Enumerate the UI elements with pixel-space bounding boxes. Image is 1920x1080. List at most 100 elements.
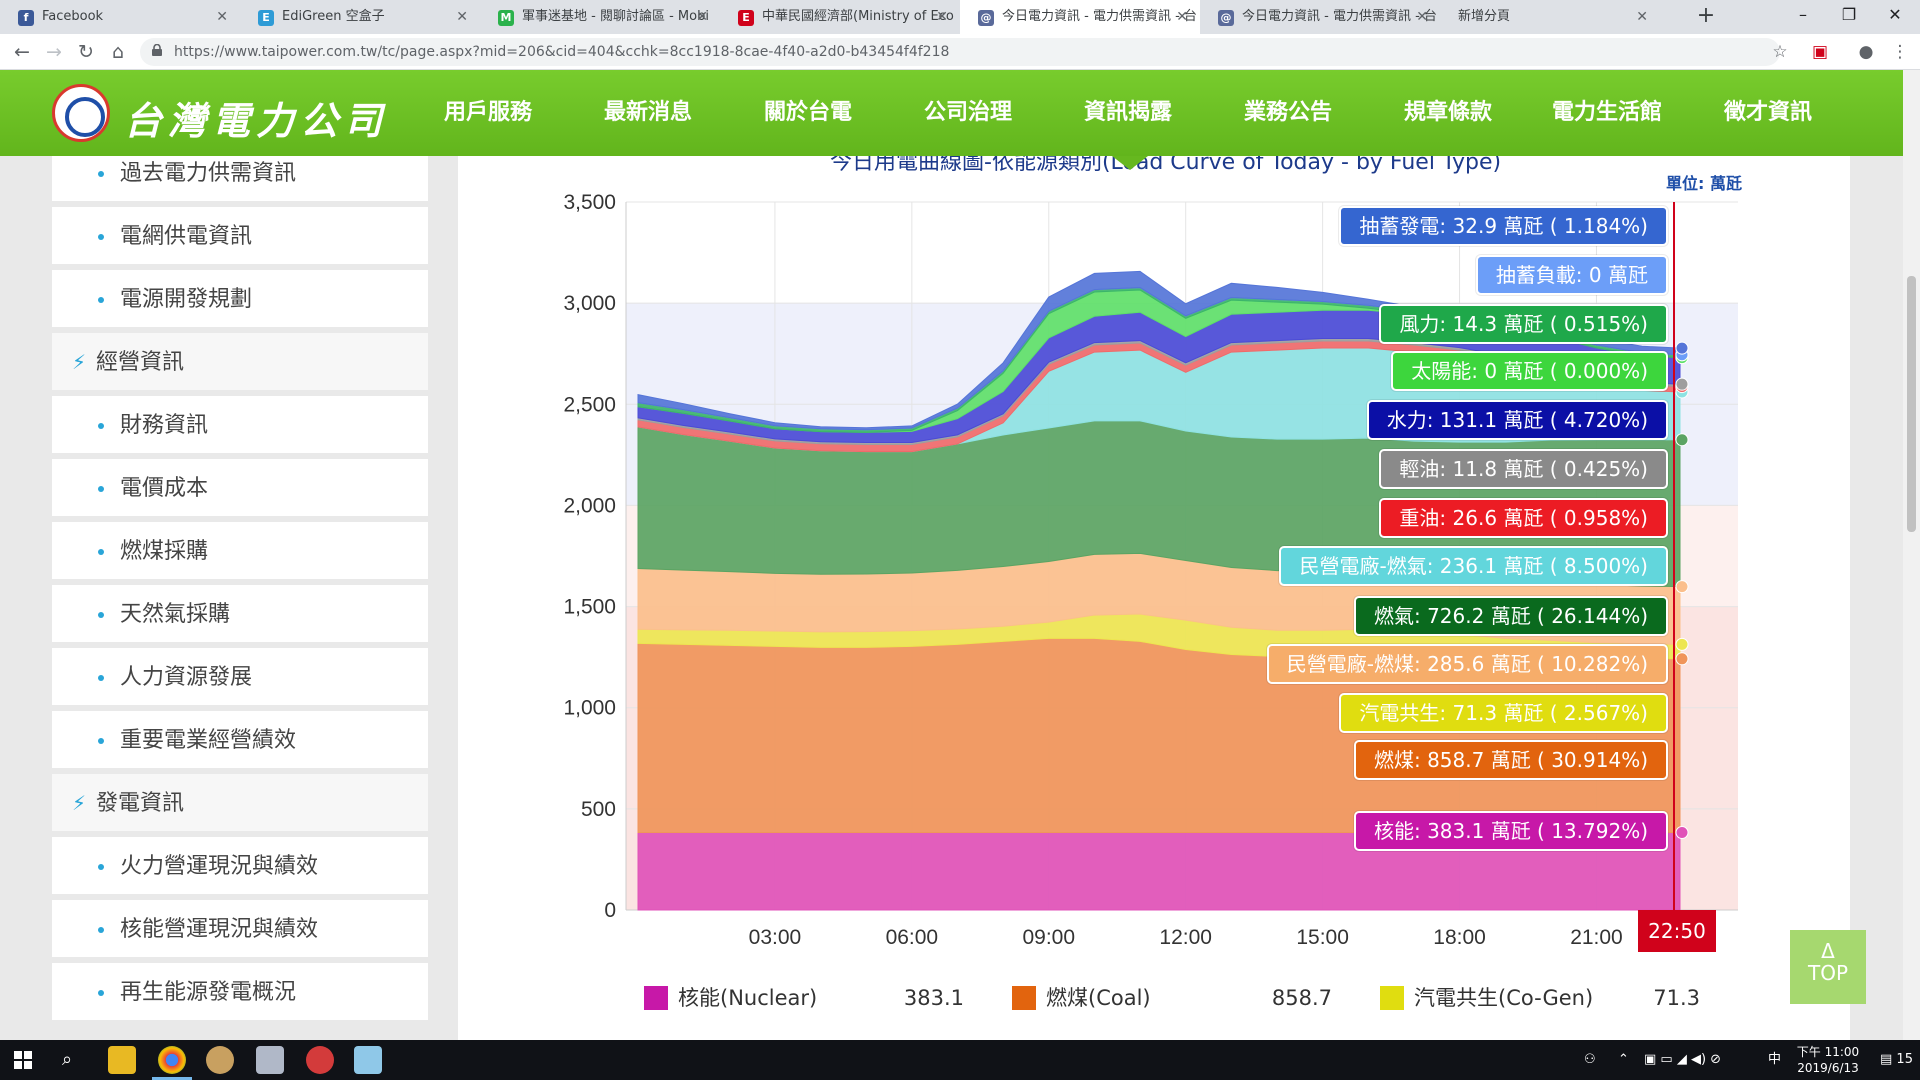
address-bar[interactable]: https://www.taipower.com.tw/tc/page.aspx… [140, 38, 1780, 66]
tab-title: Facebook [42, 9, 104, 24]
bullet-icon [98, 990, 104, 996]
forward-icon[interactable]: → [46, 41, 62, 63]
chart-legend: 核能(Nuclear) 383.1 燃煤(Coal) 858.7 汽電共生(Co-Gen… [644, 982, 1774, 1040]
legend-item[interactable]: 汽電共生(Co-Gen) 71.3 [1380, 982, 1730, 1012]
windows-start-icon[interactable] [14, 1051, 32, 1069]
tab-close-icon[interactable]: ✕ [696, 9, 708, 25]
extension-icon[interactable]: ▣ [1811, 42, 1829, 62]
back-to-top-button[interactable]: Δ TOP [1790, 930, 1866, 1004]
home-icon[interactable]: ⌂ [111, 41, 125, 63]
clock-time: 下午 11:00 [1796, 1045, 1860, 1059]
sidebar-category[interactable]: ⚡ 發電資訊 [52, 774, 428, 834]
browser-tab[interactable]: 新增分頁 ✕ [1440, 0, 1660, 34]
legend-item[interactable]: 核能(Nuclear) 383.1 [644, 982, 994, 1012]
back-icon[interactable]: ← [14, 41, 30, 63]
series-tooltip: 燃氣: 726.2 萬瓩 ( 26.144%) [1353, 596, 1668, 636]
url-text: https://www.taipower.com.tw/tc/page.aspx… [174, 44, 950, 60]
browser-tab[interactable]: @ 今日電力資訊 - 電力供需資訊 - 台 ✕ [960, 0, 1200, 34]
file-explorer-icon[interactable] [108, 1046, 136, 1074]
tab-close-icon[interactable]: ✕ [216, 9, 228, 25]
sidebar-link[interactable]: 核能營運現況與績效 [52, 900, 428, 960]
legend-value: 858.7 [1271, 986, 1332, 1010]
ime-icon[interactable]: 中 [1768, 1052, 1782, 1067]
sidebar-link[interactable]: 過去電力供需資訊 [52, 156, 428, 204]
sidebar-link[interactable]: 電價成本 [52, 459, 428, 519]
tab-favicon-icon: M [498, 10, 514, 26]
minimize-button[interactable]: – [1799, 5, 1807, 24]
series-end-marker [1675, 377, 1689, 391]
browser-tab[interactable]: E EdiGreen 空盒子 ✕ [240, 0, 480, 34]
legend-value: 71.3 [1653, 986, 1700, 1010]
browser-tab[interactable]: f Facebook ✕ [0, 0, 240, 34]
tab-close-icon[interactable]: ✕ [1416, 9, 1428, 25]
sidebar-link[interactable]: 人力資源發展 [52, 648, 428, 708]
series-tooltip: 民營電廠-燃煤: 285.6 萬瓩 ( 10.282%) [1266, 644, 1668, 684]
browser-tab[interactable]: M 軍事迷基地 - 閱聊討論區 - Mobi ✕ [480, 0, 720, 34]
sidebar-link[interactable]: 電源開發規劃 [52, 270, 428, 330]
bullet-icon [98, 486, 104, 492]
browser-tab[interactable]: @ 今日電力資訊 - 電力供需資訊 - 台 ✕ [1200, 0, 1440, 34]
app-cloud-icon[interactable] [256, 1046, 284, 1074]
legend-swatch [1012, 986, 1036, 1010]
taipower-logo-icon[interactable] [52, 84, 110, 142]
reload-icon[interactable]: ↻ [78, 41, 94, 63]
new-tab-button[interactable]: + [1696, 3, 1716, 28]
nav-item[interactable]: 業務公告 [1244, 100, 1333, 125]
nav-item[interactable]: 電力生活館 [1552, 100, 1663, 125]
series-tooltip: 燃煤: 858.7 萬瓩 ( 30.914%) [1353, 740, 1668, 780]
tab-close-icon[interactable]: ✕ [1636, 9, 1648, 25]
tray-apps-icons[interactable]: ▣ ▭ ◢ ◀) ⊘ [1644, 1052, 1722, 1067]
page-scrollbar[interactable] [1903, 70, 1920, 1040]
nav-item[interactable]: 徵才資訊 [1724, 100, 1813, 125]
scroll-thumb[interactable] [1907, 276, 1916, 532]
tray-expand-icon[interactable]: ⌃ [1618, 1052, 1629, 1067]
app-red-icon[interactable] [306, 1046, 334, 1074]
sidebar-item-label: 電源開發規劃 [120, 287, 253, 312]
x-tick-label: 09:00 [1022, 926, 1075, 949]
nav-item[interactable]: 關於台電 [764, 100, 853, 125]
notification-icon[interactable]: ▤ 15 [1880, 1052, 1913, 1067]
site-logo-text[interactable]: 台灣電力公司 [124, 98, 389, 143]
y-tick-label: 2,500 [563, 393, 616, 416]
tab-close-icon[interactable]: ✕ [456, 9, 468, 25]
profile-icon[interactable]: ● [1858, 42, 1874, 62]
maximize-button[interactable]: ❐ [1841, 5, 1857, 24]
sidebar-link[interactable]: 燃煤採購 [52, 522, 428, 582]
app-notepad-icon[interactable] [354, 1046, 382, 1074]
people-icon[interactable]: ⚇ [1584, 1052, 1596, 1067]
series-end-marker [1675, 637, 1689, 651]
sidebar-item-label: 人力資源發展 [120, 665, 253, 690]
sidebar-link[interactable]: 財務資訊 [52, 396, 428, 456]
sidebar-link[interactable]: 電網供電資訊 [52, 207, 428, 267]
chrome-icon[interactable] [158, 1046, 186, 1074]
browser-tab[interactable]: E 中華民國經濟部(Ministry of Eco ✕ [720, 0, 960, 34]
menu-kebab-icon[interactable]: ⋮ [1891, 42, 1909, 62]
sidebar-category[interactable]: ⚡ 經營資訊 [52, 333, 428, 393]
nav-item[interactable]: 資訊揭露 [1084, 100, 1173, 125]
taskbar-clock[interactable]: 下午 11:00 2019/6/13 [1790, 1044, 1866, 1076]
series-tooltip: 民營電廠-燃氣: 236.1 萬瓩 ( 8.500%) [1279, 546, 1668, 586]
search-icon[interactable]: ⌕ [62, 1049, 73, 1070]
series-tooltip: 抽蓄發電: 32.9 萬瓩 ( 1.184%) [1339, 206, 1668, 246]
close-window-button[interactable]: ✕ [1888, 5, 1902, 24]
series-tooltip: 水力: 131.1 萬瓩 ( 4.720%) [1366, 400, 1668, 440]
y-tick-label: 1,000 [563, 697, 616, 720]
tab-close-icon[interactable]: ✕ [1176, 9, 1188, 25]
active-app-indicator [152, 1077, 192, 1080]
tab-favicon-icon: @ [1218, 10, 1234, 26]
sidebar-link[interactable]: 火力營運現況與績效 [52, 837, 428, 897]
legend-item[interactable]: 燃煤(Coal) 858.7 [1012, 982, 1362, 1012]
nav-item[interactable]: 公司治理 [924, 100, 1013, 125]
x-tick-label: 03:00 [749, 926, 802, 949]
sidebar-link[interactable]: 天然氣採購 [52, 585, 428, 645]
sidebar-link[interactable]: 重要電業經營績效 [52, 711, 428, 771]
bookmark-star-icon[interactable]: ☆ [1772, 42, 1788, 62]
nav-item[interactable]: 規章條款 [1404, 100, 1493, 125]
tab-close-icon[interactable]: ✕ [936, 9, 948, 25]
x-tick-label: 06:00 [886, 926, 939, 949]
app-fox-icon[interactable] [206, 1046, 234, 1074]
nav-item[interactable]: 用戶服務 [444, 100, 533, 125]
legend-swatch [1380, 986, 1404, 1010]
sidebar-link[interactable]: 再生能源發電概況 [52, 963, 428, 1023]
nav-item[interactable]: 最新消息 [604, 100, 693, 125]
